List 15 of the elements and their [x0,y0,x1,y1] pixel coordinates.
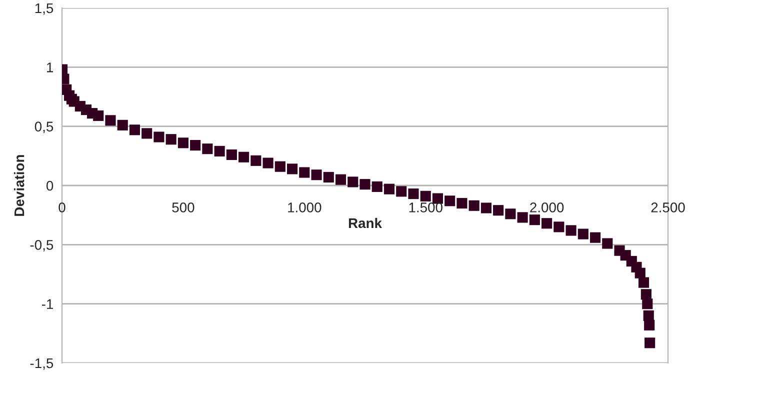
x-tick-label: 2.500 [651,202,685,212]
x-tick-label: 0 [58,202,66,212]
y-tick-label: 1 [47,62,53,72]
x-tick-label: 2.000 [530,202,564,212]
x-axis-title: Rank [348,218,382,228]
y-axis-title: Deviation [14,155,24,216]
x-tick-label: 1.000 [288,202,322,212]
x-tick-label: 500 [172,202,194,212]
x-tick-label: 1.500 [409,202,442,212]
y-tick-label: -1,5 [30,358,54,370]
y-tick-label: 0,5 [34,122,54,134]
y-tick-label: 1,5 [35,3,54,15]
y-tick-label: -1 [42,299,53,309]
y-tick-label: -0,5 [30,240,54,252]
y-tick-label: 0 [46,180,54,191]
